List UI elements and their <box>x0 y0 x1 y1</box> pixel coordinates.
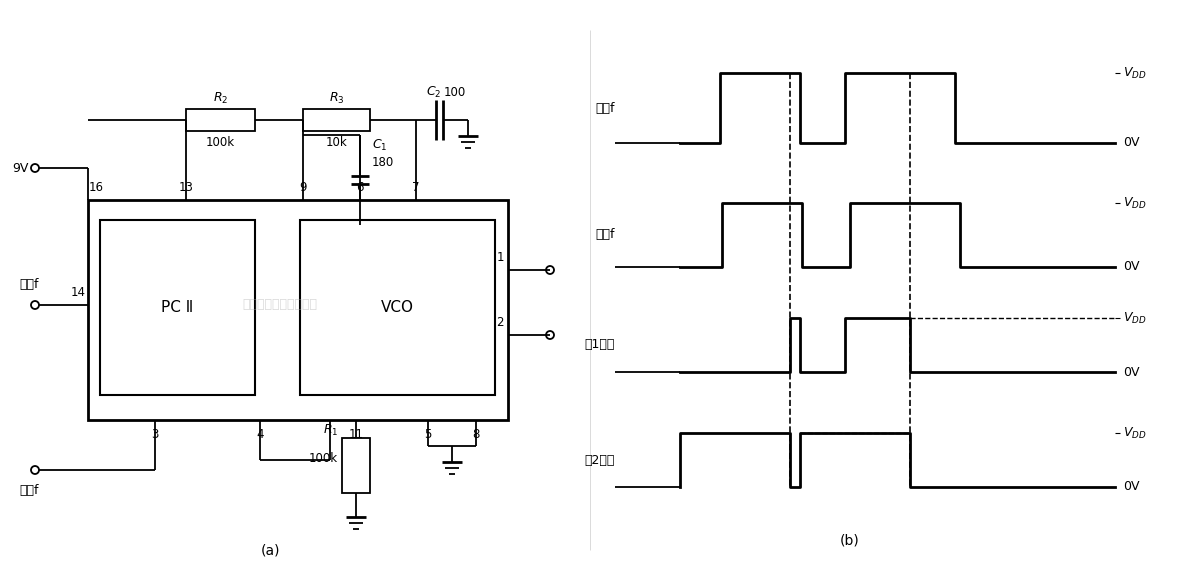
Text: (a): (a) <box>260 543 280 557</box>
Bar <box>100 220 256 395</box>
Text: $R_1$: $R_1$ <box>323 423 338 438</box>
Bar <box>300 220 496 395</box>
Text: (b): (b) <box>840 533 860 547</box>
Text: 0V: 0V <box>1123 261 1140 273</box>
Text: PC Ⅱ: PC Ⅱ <box>161 300 193 315</box>
Text: 11: 11 <box>348 428 364 441</box>
Text: $V_{DD}$: $V_{DD}$ <box>1123 426 1147 441</box>
Text: 100k: 100k <box>308 452 338 464</box>
Text: 5: 5 <box>425 428 432 441</box>
Text: 180: 180 <box>372 156 395 168</box>
Text: $C_2$: $C_2$ <box>426 85 442 100</box>
Text: VCO: VCO <box>382 300 414 315</box>
Text: 13: 13 <box>179 181 193 194</box>
Bar <box>342 438 370 493</box>
Text: 脚1输出: 脚1输出 <box>584 339 616 351</box>
Text: 6: 6 <box>356 181 364 194</box>
Text: 输入f: 输入f <box>19 278 38 291</box>
Text: $V_{DD}$: $V_{DD}$ <box>1123 196 1147 211</box>
Text: $R_3$: $R_3$ <box>329 90 344 105</box>
Text: 输入f: 输入f <box>595 101 616 115</box>
Text: 9: 9 <box>299 181 307 194</box>
Text: 9V: 9V <box>13 162 29 174</box>
Text: 3: 3 <box>151 428 158 441</box>
Text: 1: 1 <box>497 251 504 264</box>
Text: 100k: 100k <box>206 135 235 148</box>
Text: 0V: 0V <box>1123 481 1140 493</box>
Text: 8: 8 <box>473 428 480 441</box>
Text: 0V: 0V <box>1123 137 1140 149</box>
Text: $V_{DD}$: $V_{DD}$ <box>1123 310 1147 325</box>
Bar <box>186 109 256 131</box>
Text: 输出f: 输出f <box>595 229 616 241</box>
Text: 10k: 10k <box>325 135 347 148</box>
Text: $V_{DD}$: $V_{DD}$ <box>1123 65 1147 80</box>
Text: 脚2输出: 脚2输出 <box>584 453 616 467</box>
Text: $R_2$: $R_2$ <box>212 90 228 105</box>
Text: 7: 7 <box>413 181 420 194</box>
Text: 输入f: 输入f <box>19 484 38 497</box>
Text: 杭州将睹科技有限公司: 杭州将睹科技有限公司 <box>242 299 318 312</box>
Bar <box>302 109 370 131</box>
Text: 14: 14 <box>71 286 86 299</box>
Text: $C_1$: $C_1$ <box>372 137 388 152</box>
Text: 2: 2 <box>497 316 504 329</box>
Text: 16: 16 <box>89 181 103 194</box>
Bar <box>88 200 508 420</box>
Text: 100: 100 <box>444 86 466 98</box>
Text: 4: 4 <box>257 428 264 441</box>
Text: 0V: 0V <box>1123 365 1140 379</box>
